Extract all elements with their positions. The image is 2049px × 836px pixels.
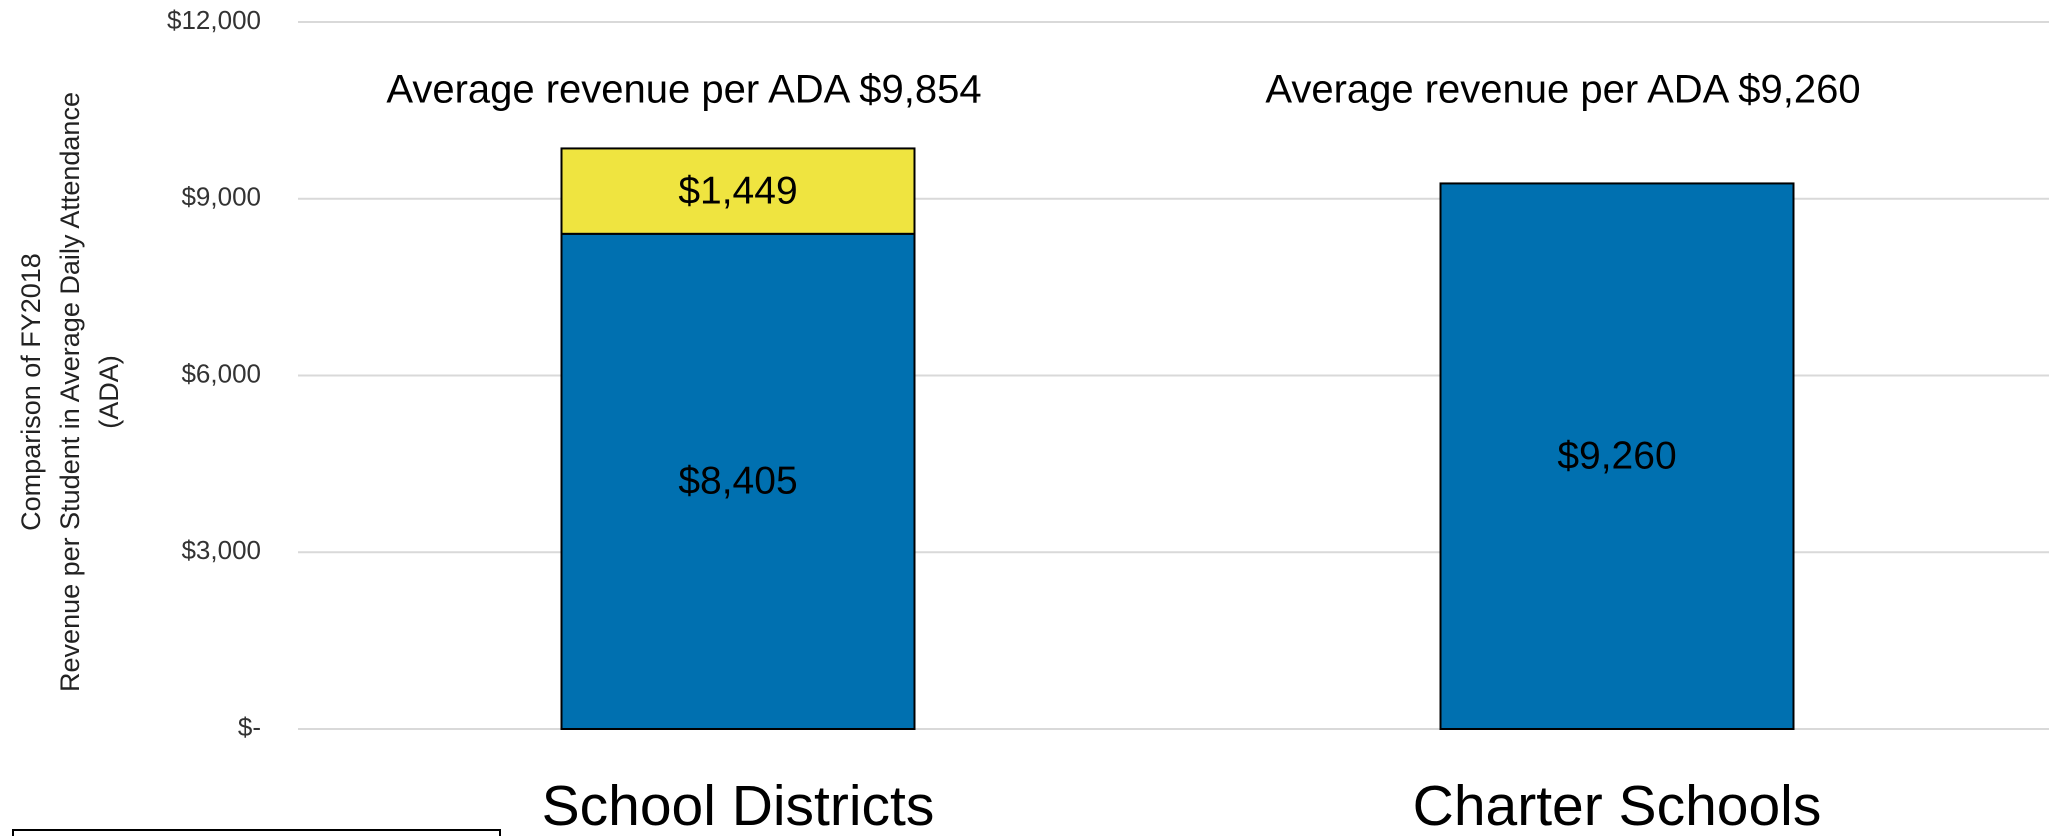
y-tick-label: $9,000 [181, 182, 261, 212]
y-axis-label: (ADA) [94, 355, 124, 429]
x-tick-label: Charter Schools [1413, 774, 1822, 836]
bar-segment [1439, 182, 1795, 731]
legend-box [12, 829, 501, 836]
y-tick-label: $12,000 [167, 5, 261, 35]
x-tick-label: School Districts [542, 774, 935, 836]
bar-segment [560, 147, 916, 235]
value-label: $1,449 [678, 169, 797, 212]
value-label: $9,260 [1557, 435, 1676, 478]
annotation: Average revenue per ADA $9,854 [386, 68, 981, 112]
y-tick-label: $3,000 [181, 535, 261, 565]
y-tick-label: $6,000 [181, 358, 261, 388]
annotation: Average revenue per ADA $9,260 [1265, 68, 1860, 112]
y-tick-label: $- [238, 712, 261, 742]
y-axis-label: Revenue per Student in Average Daily Att… [55, 92, 85, 692]
y-axis-label: Comparison of FY2018 [16, 253, 46, 531]
value-label: $8,405 [678, 460, 797, 503]
bar-segment [560, 232, 916, 730]
